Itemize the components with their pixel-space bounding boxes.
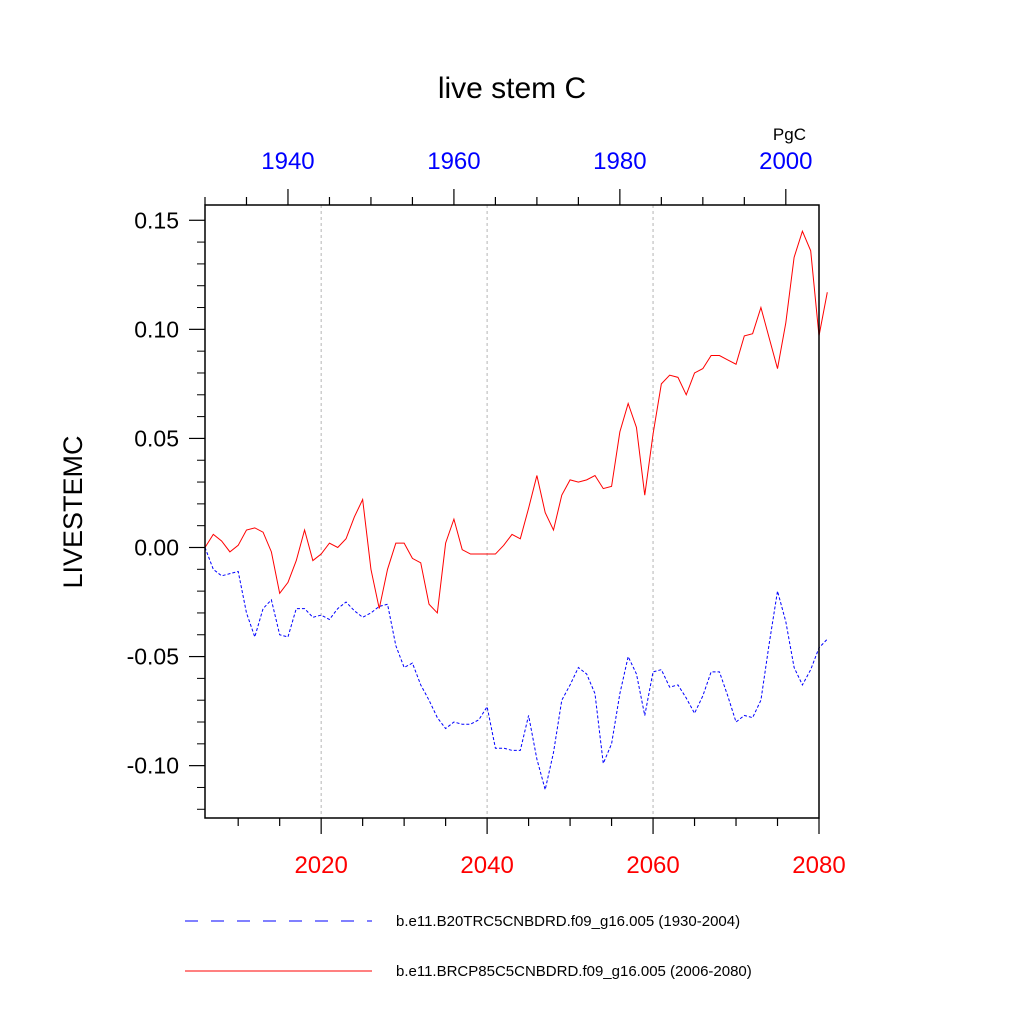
x-top-tick-label: 1960 — [427, 148, 480, 175]
y-tick-label: -0.10 — [127, 753, 179, 779]
x-top-tick-label: 2000 — [759, 148, 812, 175]
series-lines — [204, 229, 828, 790]
y-tick-label: 0.05 — [134, 425, 179, 451]
tick-labels: 0.15 0.10 0.05 0.00 -0.05 -0.10 2020 2040 2060 20… — [127, 148, 846, 879]
plot-frame — [204, 204, 820, 819]
units-label: PgC — [773, 125, 806, 144]
x-top-tick-label: 1980 — [593, 148, 646, 175]
x-bottom-tick-label: 2040 — [460, 852, 513, 879]
y-tick-label: 0.00 — [134, 534, 179, 560]
x-top-tick-label: 1940 — [261, 148, 314, 175]
y-tick-label: 0.15 — [134, 207, 179, 233]
y-tick-label: 0.10 — [134, 316, 179, 342]
x-bottom-tick-label: 2080 — [792, 852, 845, 879]
gridlines — [320, 205, 654, 818]
y-axis-label: LIVESTEMC — [58, 435, 88, 588]
legend: b.e11.B20TRC5CNBDRD.f09_g16.005 (1930-20… — [185, 913, 752, 980]
series-line-rcp85 — [204, 229, 828, 615]
chart-title: live stem C — [438, 72, 586, 105]
legend-label-historical: b.e11.B20TRC5CNBDRD.f09_g16.005 (1930-20… — [396, 913, 740, 930]
y-tick-label: -0.05 — [127, 644, 179, 670]
legend-label-rcp85: b.e11.BRCP85C5CNBDRD.f09_g16.005 (2006-2… — [396, 963, 752, 980]
x-bottom-tick-label: 2060 — [626, 852, 679, 879]
axis-ticks — [189, 189, 820, 834]
x-bottom-tick-label: 2020 — [294, 852, 347, 879]
series-line-historical — [204, 547, 828, 790]
